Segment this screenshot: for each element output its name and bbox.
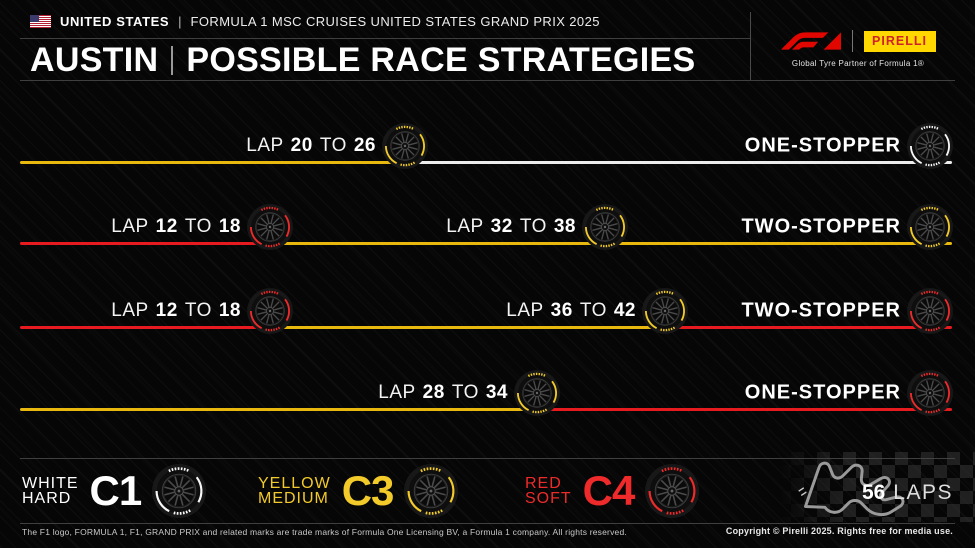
- tyre-icon-soft: [907, 370, 953, 416]
- tyre-icon-soft: [247, 288, 293, 334]
- stint-line-medium: [605, 242, 952, 245]
- header-vertical-divider: [750, 12, 751, 80]
- pit-window-label: LAP 12 TO 18: [111, 300, 241, 321]
- legend-item-hard: WHITE HARD C1: [22, 462, 206, 520]
- stint-line-soft: [20, 242, 270, 245]
- tyre-icon-soft: [247, 204, 293, 250]
- footer-copyright: Copyright © Pirelli 2025. Rights free fo…: [725, 526, 953, 536]
- event-name: FORMULA 1 MSC CRUISES UNITED STATES GRAN…: [190, 14, 600, 29]
- compound-name: YELLOW MEDIUM: [258, 475, 331, 507]
- stint-line-soft: [537, 408, 952, 411]
- legend-item-medium: YELLOW MEDIUM C3: [258, 462, 459, 520]
- tyre-icon-medium: [514, 370, 560, 416]
- country-label: UNITED STATES: [60, 14, 170, 29]
- stint-line-hard: [405, 161, 952, 164]
- event-eyebrow: UNITED STATES | FORMULA 1 MSC CRUISES UN…: [30, 14, 600, 29]
- tyre-icon-medium: [404, 464, 459, 518]
- tyre-icon-soft: [907, 288, 953, 334]
- us-flag-icon: [30, 15, 51, 28]
- strategy-type-label: TWO-STOPPER: [741, 215, 901, 238]
- stint-line-medium: [270, 326, 665, 329]
- title-divider: [171, 46, 174, 75]
- pit-window-label: LAP 32 TO 38: [446, 216, 576, 237]
- compound-code: C4: [582, 467, 636, 514]
- legend-top-divider: [20, 458, 955, 459]
- strategy-type-label: TWO-STOPPER: [741, 299, 901, 322]
- logo-divider: [851, 30, 853, 52]
- city-label: AUSTIN: [30, 41, 159, 79]
- stint-line-medium: [270, 242, 605, 245]
- header-divider-line: [20, 38, 750, 39]
- tyre-icon-medium: [907, 204, 953, 250]
- partner-tagline: Global Tyre Partner of Formula 1®: [791, 59, 925, 68]
- stint-line-medium: [20, 161, 405, 164]
- tyre-icon-medium: [642, 288, 688, 334]
- title-label: POSSIBLE RACE STRATEGIES: [186, 41, 696, 79]
- eyebrow-separator: |: [178, 14, 182, 29]
- footer-legal-text: The F1 logo, FORMULA 1, F1, GRAND PRIX a…: [22, 527, 627, 537]
- compound-code: C1: [89, 467, 143, 514]
- tyre-icon-medium: [382, 123, 428, 169]
- tyre-icon-medium: [582, 204, 628, 250]
- compound-code: C3: [341, 467, 395, 514]
- footer-divider: [20, 523, 955, 524]
- pit-window-label: LAP 20 TO 26: [246, 135, 376, 156]
- strategy-type-label: ONE-STOPPER: [744, 134, 901, 157]
- stint-line-soft: [665, 326, 952, 329]
- pit-window-label: LAP 28 TO 34: [378, 382, 508, 403]
- tyre-icon-soft: [645, 464, 700, 518]
- lap-count-word: LAPS: [893, 481, 953, 504]
- stint-line-medium: [20, 408, 537, 411]
- partner-logos: PIRELLI Global Tyre Partner of Formula 1…: [762, 30, 954, 68]
- circuit-map-icon: [798, 461, 905, 517]
- pit-window-label: LAP 36 TO 42: [506, 300, 636, 321]
- stint-line-soft: [20, 326, 270, 329]
- pirelli-logo: PIRELLI: [863, 30, 936, 52]
- tyre-icon-hard: [152, 464, 206, 518]
- page-title: AUSTIN POSSIBLE RACE STRATEGIES: [30, 41, 695, 80]
- tyre-icon-hard: [907, 123, 953, 169]
- strategy-type-label: ONE-STOPPER: [744, 381, 901, 404]
- lap-count: 56 LAPS: [862, 481, 953, 505]
- f1-logo: [780, 32, 841, 50]
- compound-name: WHITE HARD: [22, 475, 79, 507]
- title-underline: [20, 80, 955, 81]
- legend-item-soft: RED SOFT C4: [525, 462, 700, 520]
- lap-count-value: 56: [861, 481, 886, 504]
- compound-name: RED SOFT: [525, 475, 572, 507]
- pit-window-label: LAP 12 TO 18: [111, 216, 241, 237]
